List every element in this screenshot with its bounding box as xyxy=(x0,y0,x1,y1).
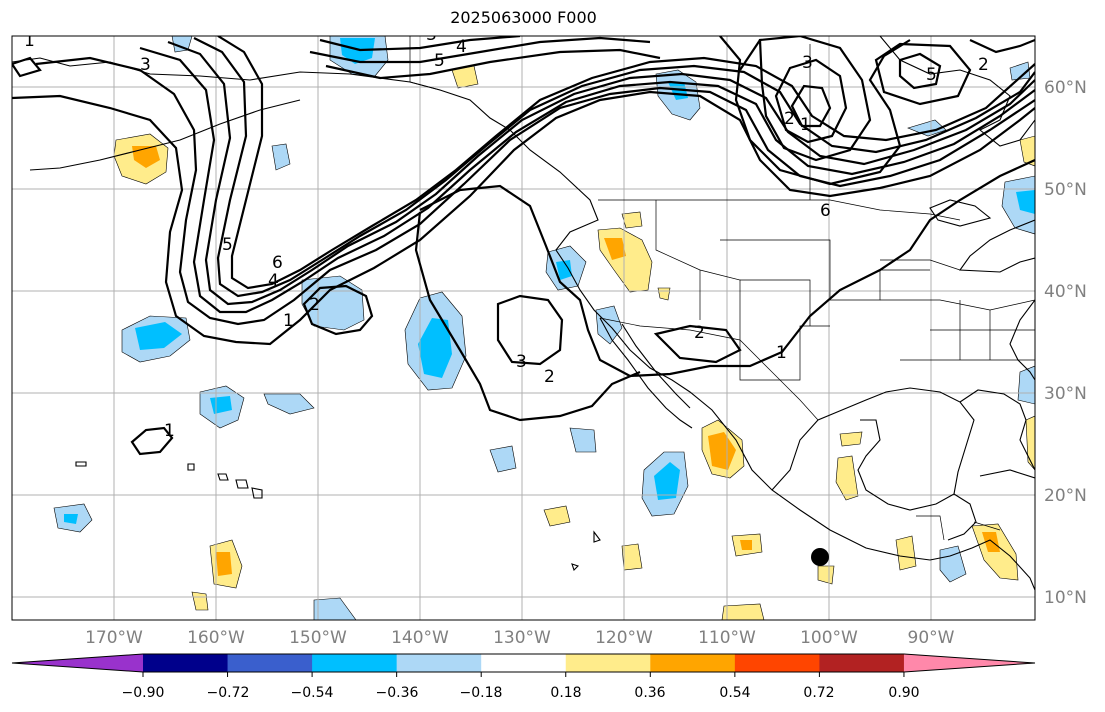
colorbar-tick-label: −0.36 xyxy=(376,685,419,701)
latitude-axis: 60°N 50°N 40°N 30°N 20°N 10°N xyxy=(1044,78,1087,608)
colorbar-swatches xyxy=(11,653,1036,673)
colorbar-swatch xyxy=(903,654,1035,672)
contour-label: 4 xyxy=(456,37,467,57)
map-area: 1 2 4 6 5 3 2 2 1 6 5 4 3 3 3 2 1 1 5 1 … xyxy=(12,25,1035,620)
lon-label: 90°W xyxy=(908,628,955,648)
colorbar-tick-label: 0.72 xyxy=(803,685,834,701)
anomaly-shading xyxy=(53,36,1035,620)
colorbar-swatch xyxy=(396,654,482,672)
contour-labels: 1 2 4 6 5 3 2 2 1 6 5 4 3 3 3 2 1 1 5 1 … xyxy=(24,25,989,441)
colorbar-swatch xyxy=(12,654,143,672)
lon-label: 160°W xyxy=(187,628,245,648)
colorbar-tick-label: 0.90 xyxy=(888,685,919,701)
contour-label: 2 xyxy=(309,295,320,315)
contour-lines xyxy=(12,36,1035,456)
lat-label: 10°N xyxy=(1044,588,1087,608)
colorbar-swatch xyxy=(143,654,229,672)
contour-label: 3 xyxy=(802,53,813,73)
contour-label: 2 xyxy=(978,55,989,75)
contour-label: 3 xyxy=(426,25,437,45)
map-title: 2025063000 F000 xyxy=(450,8,597,27)
lat-label: 40°N xyxy=(1044,282,1087,302)
contour-label: 6 xyxy=(820,201,831,221)
colorbar-swatch xyxy=(819,654,905,672)
contour-label: 1 xyxy=(283,311,294,331)
colorbar-tick-label: −0.54 xyxy=(291,685,334,701)
colorbar-swatch xyxy=(227,654,313,672)
contour-label: 2 xyxy=(544,367,555,387)
contour-label: 5 xyxy=(434,51,445,71)
contour-label: 3 xyxy=(516,352,527,372)
lat-label: 60°N xyxy=(1044,78,1087,98)
contour-label: 6 xyxy=(272,253,283,273)
graticule xyxy=(12,36,1035,620)
lon-label: 110°W xyxy=(698,628,756,648)
lon-label: 170°W xyxy=(85,628,143,648)
colorbar-tick-label: 0.18 xyxy=(550,685,581,701)
colorbar-swatch xyxy=(481,654,567,672)
contour-label: 5 xyxy=(222,235,233,255)
contour-label: 2 xyxy=(784,109,795,129)
colorbar-tick-label: 0.54 xyxy=(719,685,750,701)
contour-label: 4 xyxy=(268,271,279,291)
contour-label: 1 xyxy=(164,421,175,441)
lon-label: 120°W xyxy=(595,628,653,648)
lon-label: 100°W xyxy=(800,628,858,648)
contour-label: 1 xyxy=(776,343,787,363)
colorbar-tick-label: 0.36 xyxy=(634,685,665,701)
longitude-axis: 170°W 160°W 150°W 140°W 130°W 120°W 110°… xyxy=(85,628,955,648)
lat-label: 50°N xyxy=(1044,180,1087,200)
storm-position-marker xyxy=(811,548,829,566)
colorbar-swatch xyxy=(565,654,651,672)
colorbar-swatch xyxy=(650,654,736,672)
lat-label: 20°N xyxy=(1044,486,1087,506)
colorbar: −0.90 −0.72 −0.54 −0.36 −0.18 0.18 0.36 … xyxy=(11,653,1036,701)
contour-label: 3 xyxy=(140,55,151,75)
colorbar-swatch xyxy=(312,654,398,672)
colorbar-swatch xyxy=(734,654,820,672)
colorbar-ticks xyxy=(142,672,905,677)
contour-label: 1 xyxy=(24,31,35,51)
lon-label: 150°W xyxy=(289,628,347,648)
lon-label: 130°W xyxy=(493,628,551,648)
lat-label: 30°N xyxy=(1044,384,1087,404)
contour-label: 5 xyxy=(926,65,937,85)
lon-label: 140°W xyxy=(391,628,449,648)
contour-label: 1 xyxy=(800,115,811,135)
colorbar-tick-labels: −0.90 −0.72 −0.54 −0.36 −0.18 0.18 0.36 … xyxy=(122,685,920,701)
map-frame xyxy=(11,35,1036,621)
colorbar-tick-label: −0.90 xyxy=(122,685,165,701)
colorbar-tick-label: −0.72 xyxy=(207,685,250,701)
political-borders xyxy=(409,36,1035,541)
contour-label: 2 xyxy=(694,323,705,343)
colorbar-tick-label: −0.18 xyxy=(460,685,503,701)
coastlines xyxy=(12,36,1035,591)
